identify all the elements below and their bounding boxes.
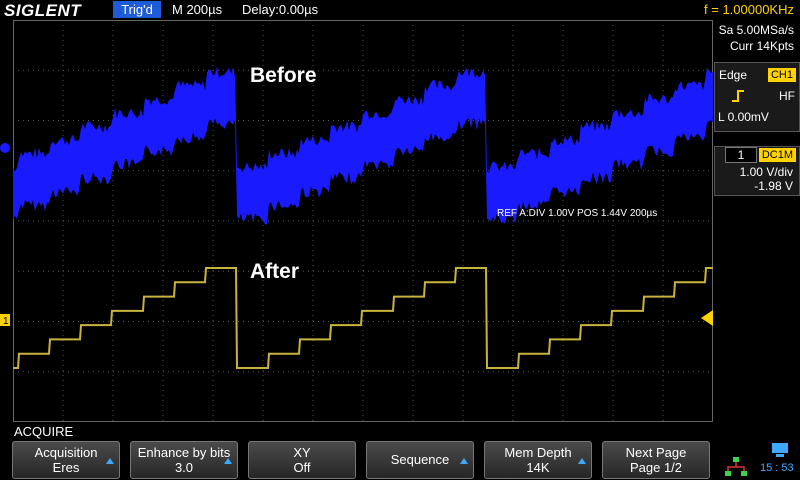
graticule-border [13, 20, 713, 422]
menu-title: ACQUIRE [14, 424, 74, 439]
brand-logo: SIGLENT [4, 1, 82, 20]
channel-scale: 1.00 V/div [739, 165, 793, 179]
ch1-offset-marker[interactable]: 1 [0, 312, 13, 328]
waveform-display[interactable] [13, 20, 713, 422]
acquisition-info-panel: Sa 5.00MSa/s Curr 14Kpts [714, 22, 800, 58]
trigger-source-badge: CH1 [767, 68, 796, 82]
sequence-label: Sequence [390, 452, 450, 467]
usb-device-icon [772, 443, 788, 457]
xy-label: XY [293, 445, 311, 460]
xy-value: Off [293, 460, 311, 475]
acquisition-label: Acquisition [34, 445, 98, 460]
channel-info-panel[interactable]: 1 DC1M 1.00 V/div -1.98 V [714, 146, 800, 196]
next-page-label: Next Page [625, 445, 687, 460]
ref-channel-marker[interactable] [0, 140, 12, 156]
trigger-info-panel[interactable]: Edge CH1 HF L 0.00mV [714, 62, 800, 132]
trigger-level-marker[interactable] [701, 310, 713, 326]
next-page-button[interactable]: Next Page Page 1/2 [602, 441, 710, 479]
mem-depth-button[interactable]: Mem Depth 14K [484, 441, 592, 479]
xy-button[interactable]: XY Off [248, 441, 356, 479]
trigger-coupling: HF [779, 89, 795, 103]
delay-readout[interactable]: Delay:0.00µs [242, 2, 319, 17]
trigger-level: L 0.00mV [718, 110, 769, 124]
channel-number: 1 [725, 147, 757, 163]
enhance-bits-value: 3.0 [174, 460, 194, 475]
svg-text:1: 1 [3, 316, 9, 327]
network-icon [725, 457, 747, 476]
trigger-status-badge: Trig'd [113, 1, 161, 18]
annotation-after: After [250, 260, 300, 283]
enhance-bits-button[interactable]: Enhance by bits 3.0 [130, 441, 238, 479]
ref-waveform-info: REF A:DIV 1.00V POS 1.44V 200µs [497, 208, 658, 219]
memory-depth-readout: Curr 14Kpts [729, 39, 794, 53]
graticule-grid [13, 20, 713, 422]
annotation-before: Before [250, 64, 317, 87]
timebase-readout[interactable]: M 200µs [172, 2, 223, 17]
channel-coupling-badge: DC1M [758, 148, 796, 162]
filtered-waveform-trace [13, 267, 713, 369]
scroll-arrow-icon [460, 458, 468, 464]
acquisition-value: Eres [52, 460, 80, 475]
sample-rate: Sa 5.00MSa/s [718, 23, 794, 37]
acquisition-button[interactable]: Acquisition Eres [12, 441, 120, 479]
scroll-arrow-icon [578, 458, 586, 464]
top-status-bar: SIGLENT Trig'd M 200µs Delay:0.00µs f = … [0, 0, 800, 20]
enhance-bits-label: Enhance by bits [137, 445, 231, 460]
frequency-readout: f = 1.00000KHz [704, 2, 794, 17]
mem-depth-value: 14K [526, 460, 550, 475]
rising-edge-icon [732, 90, 744, 102]
mem-depth-label: Mem Depth [504, 445, 572, 460]
scroll-arrow-icon [224, 458, 232, 464]
page-indicator: Page 1/2 [629, 460, 683, 475]
trigger-type: Edge [719, 68, 748, 82]
scroll-arrow-icon [106, 458, 114, 464]
raw-waveform-trace [13, 66, 713, 225]
channel-offset: -1.98 V [754, 179, 793, 193]
clock-time: 15 : 53 [760, 462, 794, 474]
sequence-button[interactable]: Sequence [366, 441, 474, 479]
